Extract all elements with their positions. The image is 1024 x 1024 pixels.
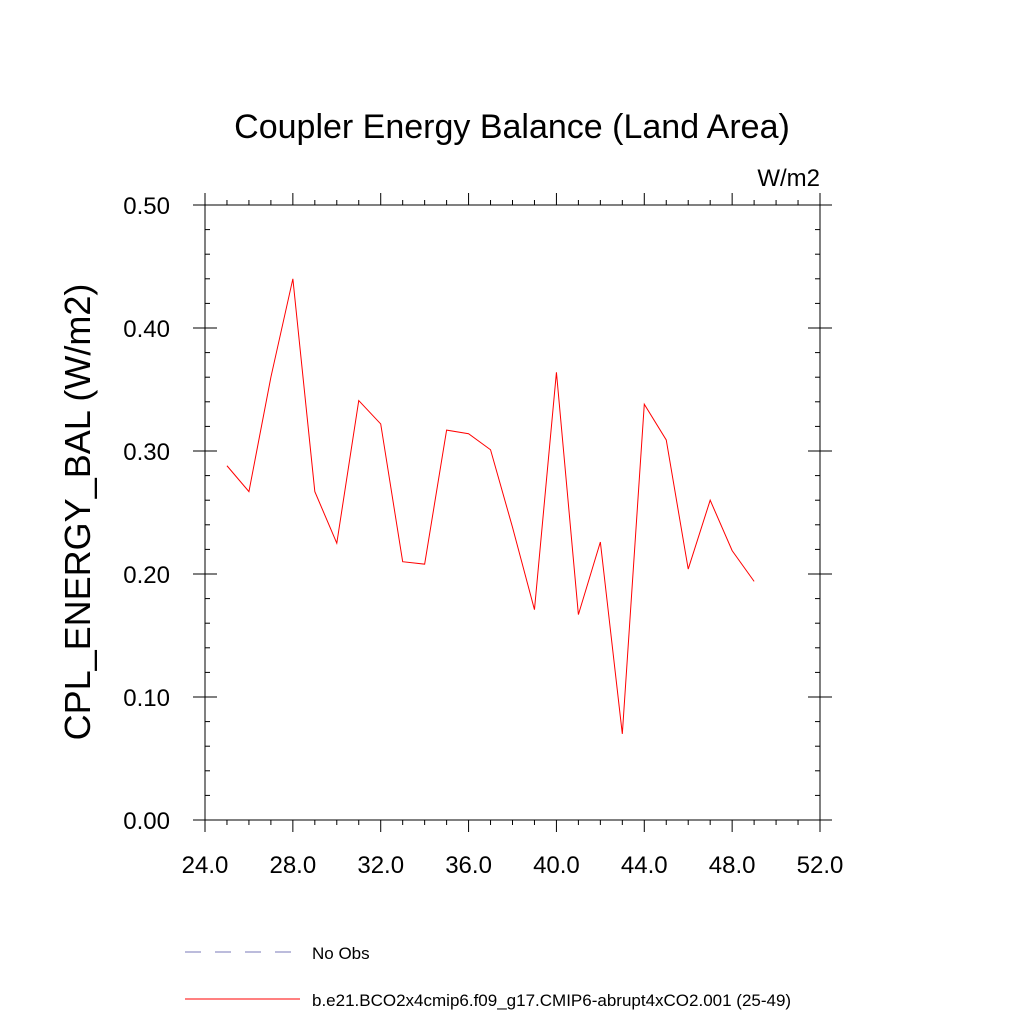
units-label: W/m2 (757, 165, 820, 192)
x-tick-label: 44.0 (621, 852, 668, 879)
plot-frame (204, 204, 821, 821)
chart-title: Coupler Energy Balance (Land Area) (234, 108, 790, 146)
tick-marks (193, 193, 832, 832)
y-axis-label: CPL_ENERGY_BAL (W/m2) (57, 284, 98, 741)
x-tick-label: 40.0 (533, 852, 580, 879)
x-tick-label: 36.0 (445, 852, 492, 879)
y-tick-label: 0.00 (123, 808, 170, 835)
y-tick-label: 0.40 (123, 316, 170, 343)
y-tick-label: 0.30 (123, 439, 170, 466)
y-tick-label: 0.50 (123, 193, 170, 220)
x-tick-label: 24.0 (182, 852, 229, 879)
legend-label-series: b.e21.BCO2x4cmip6.f09_g17.CMIP6-abrupt4x… (312, 991, 791, 1010)
tick-labels: 24.0 28.0 32.0 36.0 40.0 44.0 48.0 52.0 0.00 0.10… (123, 193, 843, 879)
x-tick-label: 52.0 (797, 852, 844, 879)
legend-label-no-obs: No Obs (312, 944, 370, 963)
y-tick-label: 0.10 (123, 685, 170, 712)
series-line (226, 278, 755, 734)
x-tick-label: 28.0 (269, 852, 316, 879)
y-tick-label: 0.20 (123, 562, 170, 589)
x-tick-label: 32.0 (357, 852, 404, 879)
x-tick-label: 48.0 (709, 852, 756, 879)
data-series (226, 278, 755, 734)
legend: No Obs b.e21.BCO2x4cmip6.f09_g17.CMIP6-a… (185, 944, 791, 1010)
